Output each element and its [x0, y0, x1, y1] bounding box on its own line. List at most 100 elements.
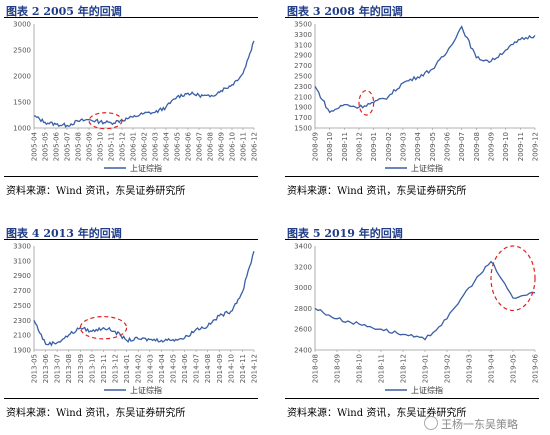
x-tick-label: 2006-11: [240, 132, 248, 161]
x-tick-label: 2018-12: [400, 354, 408, 383]
y-tick-label: 2500: [294, 73, 312, 81]
y-tick-label: 2100: [294, 93, 312, 101]
y-tick-label: 2800: [294, 305, 312, 313]
y-tick-label: 1900: [294, 104, 312, 112]
x-tick-label: 2009-02: [385, 132, 393, 161]
x-tick-label: 2013-05: [31, 354, 39, 383]
y-tick-label: 3400: [294, 243, 312, 251]
x-tick-label: 2019-05: [510, 354, 518, 383]
chart-title: 图表 4 2013 年的回调: [6, 227, 122, 240]
x-tick-label: 2014-10: [227, 354, 235, 383]
y-tick-label: 3100: [294, 41, 312, 49]
x-tick-label: 2006-09: [218, 132, 226, 161]
x-tick-label: 2006-12: [251, 132, 259, 161]
x-tick-label: 2009-09: [488, 132, 496, 161]
y-tick-label: 2500: [13, 302, 31, 310]
x-tick-label: 2008-09: [312, 132, 320, 161]
x-tick-label: 2019-04: [488, 353, 496, 383]
divider: [285, 398, 539, 399]
x-tick-label: 2006-06: [185, 131, 193, 161]
x-tick-label: 2005-06: [53, 131, 61, 161]
line-chart: 1500 1700 1900 2100 2300 2500 2700 2900 3100 3300…: [294, 21, 539, 174]
y-tick-label: 3300: [294, 31, 312, 39]
y-tick-label: 1500: [13, 99, 31, 107]
legend-label: 上证综指: [411, 385, 443, 395]
x-tick-label: 2005-04: [31, 131, 39, 161]
x-tick-label: 2013-12: [112, 354, 120, 383]
y-tick-label: 2300: [294, 83, 312, 91]
x-tick-label: 2013-11: [100, 354, 108, 383]
y-tick-label: 2100: [13, 332, 31, 340]
x-tick-label: 2009-11: [517, 132, 525, 161]
chart-panel-2013: 图表 4 2013 年的回调 1900 2100 2300 2500 2700 2900 3…: [0, 222, 262, 432]
x-tick-label: 2005-10: [97, 132, 105, 161]
highlight-ellipse: [88, 112, 123, 130]
x-tick-label: 2013-09: [77, 354, 85, 383]
chart-title: 图表 5 2019 年的回调: [287, 227, 403, 240]
x-tick-label: 2018-09: [334, 354, 342, 383]
x-tick-label: 2019-02: [444, 354, 452, 383]
y-tick-label: 3500: [294, 21, 312, 29]
series-line: [314, 260, 536, 341]
x-tick-label: 2013-10: [88, 354, 96, 383]
series-line: [33, 250, 255, 347]
y-tick-label: 2700: [294, 62, 312, 70]
x-tick-label: 2009-05: [429, 132, 437, 161]
x-tick-label: 2008-10: [326, 132, 334, 161]
watermark: 王杨一东吴策略: [424, 416, 518, 432]
y-tick-label: 3000: [294, 284, 312, 292]
y-tick-label: 2500: [13, 47, 31, 55]
x-tick-label: 2006-08: [207, 132, 215, 161]
highlight-ellipse: [490, 245, 536, 312]
y-tick-label: 2300: [13, 317, 31, 325]
y-tick-label: 1700: [294, 114, 312, 122]
y-tick-label: 2900: [294, 52, 312, 60]
x-tick-label: 2014-06: [181, 353, 189, 383]
y-tick-label: 2700: [13, 287, 31, 295]
x-tick-label: 2009-08: [473, 132, 481, 161]
y-tick-label: 2600: [294, 326, 312, 334]
y-tick-label: 3200: [294, 263, 312, 271]
source-note: 资料来源：Wind 资讯，东吴证券研究所: [6, 408, 186, 419]
divider: [285, 176, 539, 177]
x-tick-label: 2018-08: [312, 354, 320, 383]
chart-panel-2019: 图表 5 2019 年的回调 2400 2600 2800 3000 3200 3400 2…: [281, 222, 543, 432]
x-tick-label: 2006-04: [163, 131, 171, 161]
series-line: [314, 25, 536, 114]
x-tick-label: 2009-04: [414, 131, 422, 161]
y-tick-label: 3100: [13, 257, 31, 265]
divider: [4, 239, 258, 240]
legend-label: 上证综指: [411, 163, 443, 173]
x-tick-label: 2009-06: [444, 131, 452, 161]
x-tick-label: 2006-01: [130, 132, 138, 161]
source-note: 资料来源：Wind 资讯，东吴证券研究所: [6, 186, 186, 197]
x-tick-label: 2008-12: [356, 132, 364, 161]
chart-panel-2005: 图表 2 2005 年的回调 1000 1500 2000 2500 3000 2005-…: [0, 0, 262, 210]
x-tick-label: 2014-05: [169, 354, 177, 383]
divider: [285, 17, 539, 18]
x-tick-label: 2005-08: [75, 132, 83, 161]
series-line: [34, 40, 255, 128]
x-tick-label: 2013-06: [42, 353, 50, 383]
y-tick-label: 2900: [13, 272, 31, 280]
x-tick-label: 2014-03: [146, 354, 154, 383]
x-tick-label: 2018-10: [356, 354, 364, 383]
divider: [4, 17, 258, 18]
x-tick-label: 2014-08: [204, 354, 212, 383]
divider: [4, 176, 258, 177]
x-tick-label: 2014-12: [251, 354, 259, 383]
y-tick-label: 2000: [13, 73, 31, 81]
y-tick-label: 2400: [294, 347, 312, 355]
x-tick-label: 2009-03: [400, 132, 408, 161]
x-tick-label: 2014-02: [135, 354, 143, 383]
wechat-icon: [424, 416, 438, 430]
chart-title: 图表 2 2005 年的回调: [6, 5, 122, 18]
y-tick-label: 1500: [294, 125, 312, 133]
source-note: 资料来源：Wind 资讯，东吴证券研究所: [287, 186, 467, 197]
x-tick-label: 2013-07: [54, 354, 62, 383]
x-tick-label: 2014-11: [239, 354, 247, 383]
x-tick-label: 2006-07: [196, 132, 204, 161]
x-tick-label: 2005-07: [64, 132, 72, 161]
x-tick-label: 2005-11: [108, 132, 116, 161]
